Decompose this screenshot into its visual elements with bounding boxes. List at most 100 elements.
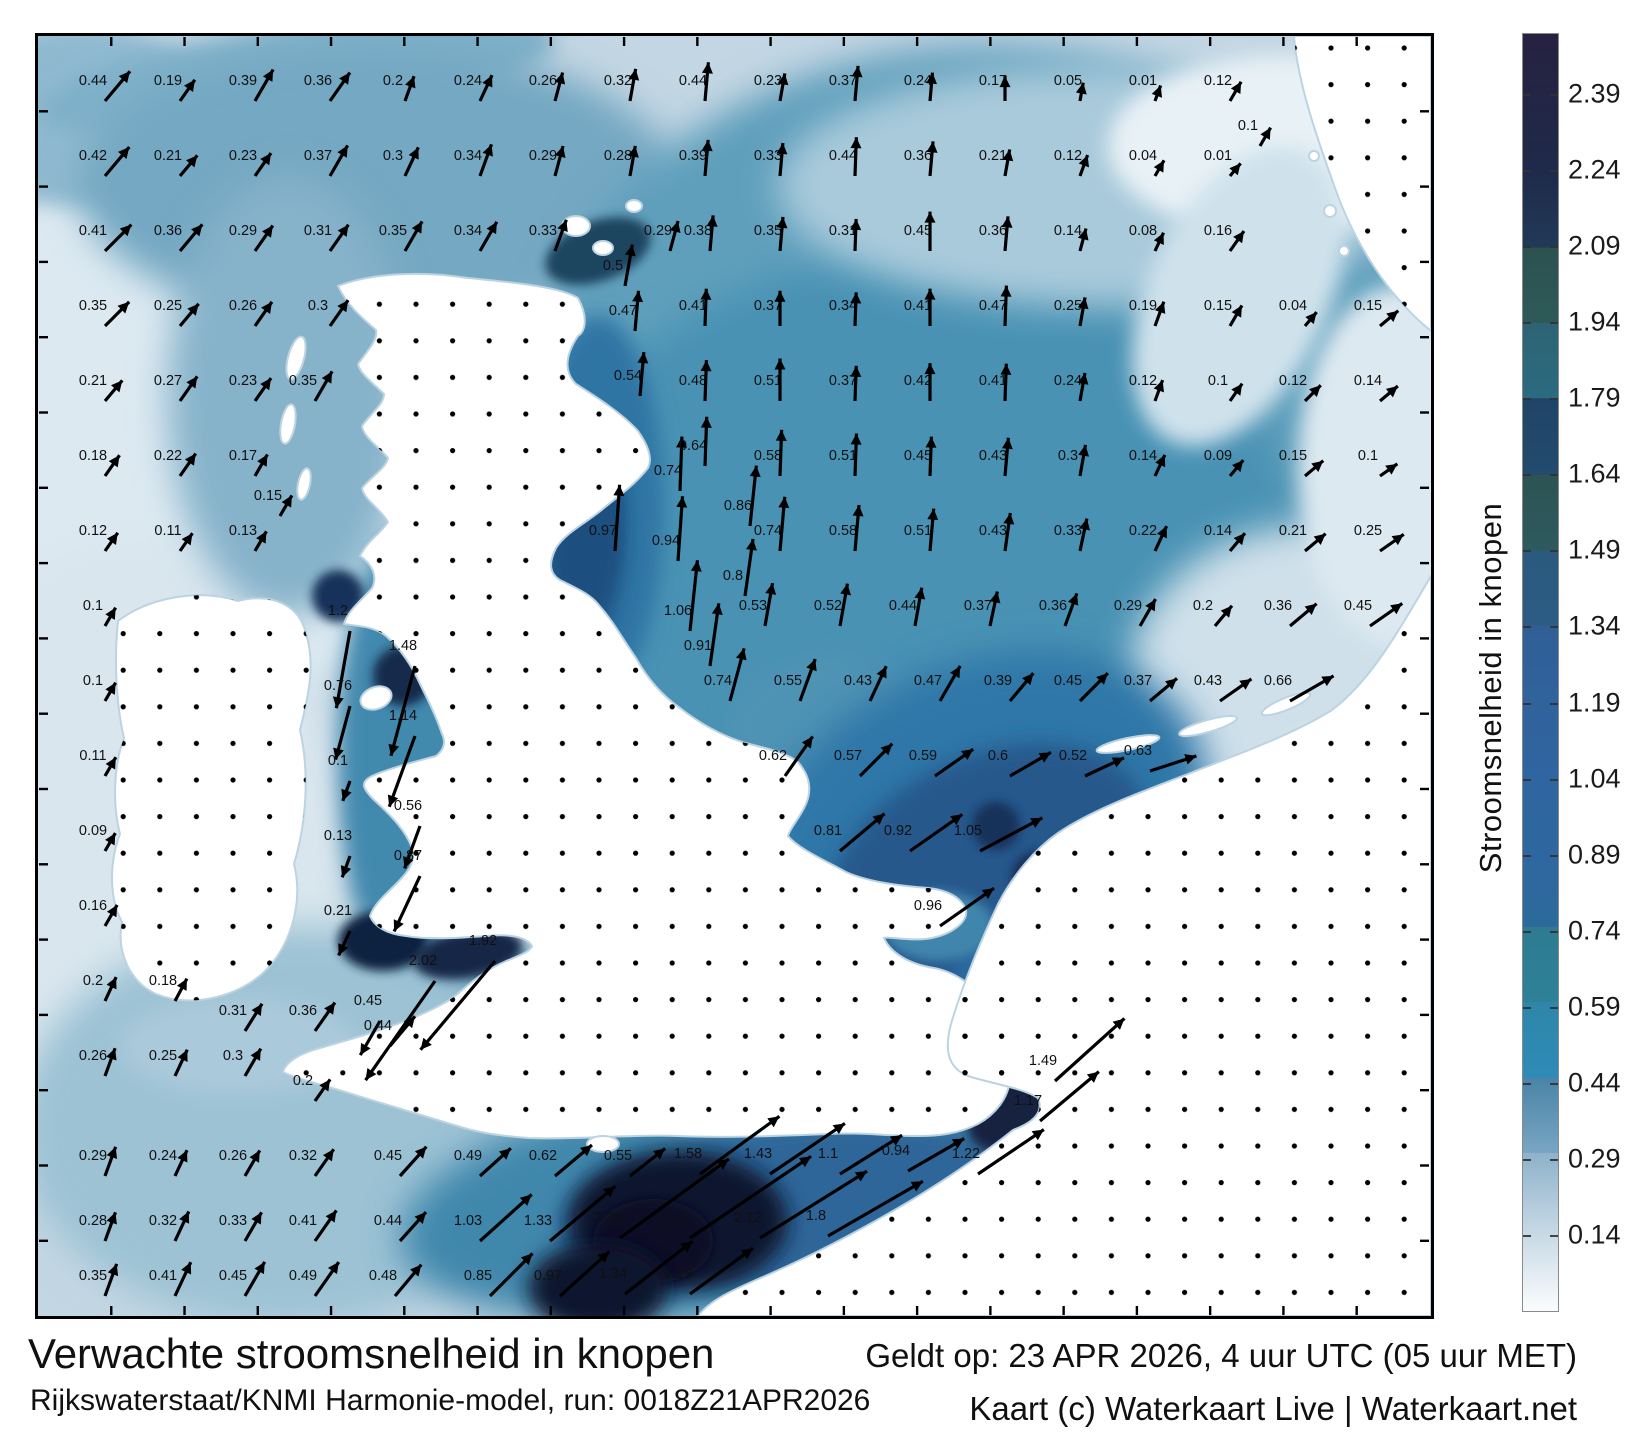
current-vector: 0.1	[328, 753, 352, 802]
current-value-label: 0.04	[1129, 148, 1157, 164]
colorbar-tick-mark	[1523, 626, 1531, 629]
current-vector: 0.97	[534, 1250, 611, 1298]
current-vector: 0.62	[529, 1143, 593, 1178]
current-vector: 0.01	[1129, 73, 1163, 102]
current-arrow-head	[393, 919, 404, 932]
current-arrow-head	[989, 591, 1001, 604]
current-value-label: 0.5	[603, 258, 623, 274]
current-vector: 0.22	[154, 448, 198, 477]
current-value-label: 2.28	[594, 1210, 622, 1226]
current-value-label: 0.33	[219, 1213, 247, 1229]
colorbar-tick-mark	[1550, 702, 1558, 705]
current-arrow-head	[701, 62, 713, 74]
current-arrow-head	[111, 380, 123, 393]
colorbar-tick-mark	[1550, 170, 1558, 173]
current-vector: 0.26	[79, 1047, 117, 1077]
current-vector: 0.24	[1054, 372, 1089, 402]
current-vector: 0.41	[679, 288, 712, 327]
current-value-label: 0.24	[904, 73, 932, 89]
current-arrow-head	[105, 607, 116, 620]
current-arrow-head	[1165, 678, 1177, 690]
current-value-label: 0.35	[79, 298, 107, 314]
current-value-label: 0.1	[1238, 118, 1258, 134]
current-vector: 0.15	[1279, 448, 1325, 478]
current-vector: 0.53	[739, 582, 777, 627]
current-vector: 0.12	[79, 523, 120, 552]
current-arrow-head	[260, 378, 272, 391]
current-value-label: 0.3	[223, 1048, 243, 1064]
current-vector: 0.44	[889, 587, 926, 627]
current-vector: 0.33	[754, 142, 788, 177]
model-run-subtitle: Rijkswaterstaat/KNMI Harmonie-model, run…	[30, 1384, 871, 1417]
current-vector: 0.5	[603, 244, 636, 287]
current-value-label: 0.81	[814, 823, 842, 839]
current-vector: 0.94	[882, 1137, 965, 1173]
current-arrow-head	[186, 376, 198, 389]
current-arrow-head	[1077, 372, 1089, 385]
current-value-label: 0.29	[529, 148, 557, 164]
current-value-label: 0.19	[1129, 298, 1157, 314]
current-vector: 0.36	[289, 1001, 337, 1032]
current-vector: 2.28	[594, 1157, 730, 1240]
current-value-label: 0.47	[914, 673, 942, 689]
current-value-label: 0.23	[229, 148, 257, 164]
current-vector: 0.3	[308, 298, 350, 327]
current-vector: 2.5	[668, 1155, 812, 1240]
current-value-label: 0.74	[654, 463, 682, 479]
current-arrow-shaft	[613, 484, 622, 552]
current-value-label: 0.41	[979, 373, 1007, 389]
current-vector: 0.28	[604, 145, 639, 177]
current-value-label: 0.25	[1354, 523, 1382, 539]
current-vector: 0.17	[229, 448, 269, 477]
current-vector: 0.19	[1129, 298, 1166, 327]
current-vector: 0.49	[289, 1261, 341, 1297]
current-vector: 0.45	[374, 1145, 428, 1178]
current-arrow-head	[840, 583, 851, 596]
current-arrow-head	[262, 225, 273, 238]
current-arrow-head	[850, 137, 862, 149]
colorbar-tick-label: 1.64	[1568, 458, 1621, 489]
current-value-label: 0.33	[754, 148, 782, 164]
current-arrow-head	[1022, 673, 1034, 686]
current-value-label: 0.41	[904, 298, 932, 314]
current-arrow-head	[177, 1049, 188, 1063]
current-arrow-head	[1233, 533, 1245, 546]
current-vector: 1.48	[388, 638, 417, 757]
current-value-label: 0.91	[684, 638, 712, 654]
current-value-label: 0.37	[829, 73, 857, 89]
current-arrow-head	[181, 1262, 192, 1275]
current-value-label: 0.57	[834, 748, 862, 764]
current-arrow-head	[735, 648, 747, 661]
current-arrow-head	[106, 1146, 118, 1160]
map-frame-ticks	[39, 37, 1429, 1315]
map-canvas: 0.44 0.19 0.39 0.36 0.2 0.24 0.26 0.32 0.44 0.23 0…	[38, 36, 1431, 1316]
current-value-label: 0.18	[149, 973, 177, 989]
current-arrow-head	[1078, 155, 1090, 168]
current-value-label: 0.31	[829, 223, 857, 239]
current-vector: 0.22	[1129, 523, 1169, 552]
current-vector: 0.59	[909, 747, 975, 778]
current-vector: 0.16	[79, 898, 119, 927]
colorbar-tick-mark	[1523, 1082, 1531, 1085]
current-vector: 0.3	[1058, 444, 1089, 477]
current-vector: 0.81	[814, 812, 886, 853]
current-value-label: 2.5	[668, 1210, 688, 1226]
current-value-label: 0.3	[1058, 448, 1078, 464]
current-vector: 0.52	[814, 583, 851, 627]
current-vector: 1.05	[954, 816, 1044, 853]
current-value-label: 0.12	[1279, 373, 1307, 389]
colorbar-tick-mark	[1550, 246, 1558, 249]
current-vector: 0.55	[604, 1147, 667, 1178]
current-arrow-head	[322, 1149, 334, 1162]
current-value-label: 0.44	[679, 73, 707, 89]
current-arrow-head	[262, 69, 274, 82]
current-vector: 1.22	[952, 1128, 1045, 1176]
current-arrow-head	[854, 1171, 868, 1182]
colorbar-tick-mark	[1550, 94, 1558, 96]
current-value-label: 0.35	[379, 223, 407, 239]
current-value-label: 0.59	[909, 748, 937, 764]
current-value-label: 0.85	[464, 1268, 492, 1284]
current-arrow-shaft	[699, 1115, 781, 1176]
current-arrow-shaft	[389, 665, 417, 757]
